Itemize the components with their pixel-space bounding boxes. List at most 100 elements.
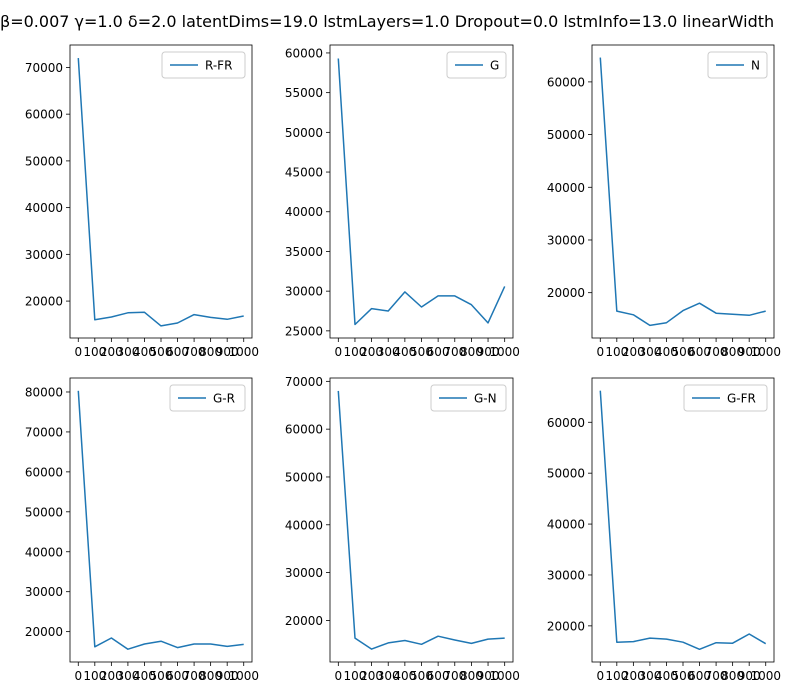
x-tick-label: 900 — [216, 669, 239, 683]
subplot-3: 20000 30000 40000 50000 60000 0 10020030040050… — [547, 44, 781, 359]
x-tick-label: 0 — [334, 345, 342, 359]
x-tick-label: 600 — [688, 345, 711, 359]
series-line-g — [337, 58, 506, 326]
legend-box — [169, 384, 246, 412]
x-tick-label: 800 — [460, 345, 483, 359]
y-tick-label: 40000 — [547, 518, 585, 532]
x-tick-label: 300 — [116, 345, 139, 359]
y-tick-label: 50000 — [285, 126, 323, 140]
x-tick-label: 600 — [427, 345, 450, 359]
x-tick-label: 400 — [655, 669, 678, 683]
x-tick-label: 600 — [427, 669, 450, 683]
y-tick-label: 50000 — [285, 470, 323, 484]
x-tick-label: 1000 — [750, 669, 781, 683]
legend-label: G-N — [474, 392, 497, 406]
subplot-5: 20000 30000 40000 50000 60000 70000 0 100200300… — [285, 375, 520, 683]
y-tick-label: 40000 — [25, 545, 63, 559]
x-tick-label: 100 — [605, 345, 628, 359]
y-tick-label: 20000 — [285, 614, 323, 628]
y-tick-label: 50000 — [25, 505, 63, 519]
subplot-6: 20000 30000 40000 50000 60000 0 10020030040050… — [547, 377, 781, 683]
y-tick-label: 40000 — [547, 181, 585, 195]
y-tick-label: 60000 — [547, 75, 585, 89]
y-tick-label: 60000 — [25, 108, 63, 122]
y-tick-label: 50000 — [547, 128, 585, 142]
x-tick-label: 200 — [100, 345, 123, 359]
x-tick-label: 500 — [672, 345, 695, 359]
y-tick-label: 30000 — [547, 233, 585, 247]
x-tick-label: 500 — [410, 345, 433, 359]
x-tick-label: 100 — [344, 669, 367, 683]
legend-box — [161, 51, 246, 79]
y-tick-label: 20000 — [25, 625, 63, 639]
y-tick-label: 80000 — [25, 385, 63, 399]
legend: G-N — [430, 384, 507, 412]
x-tick-label: 700 — [183, 345, 206, 359]
y-tick-label: 40000 — [285, 518, 323, 532]
x-tick-label: 900 — [477, 669, 500, 683]
legend-label: N — [751, 59, 760, 73]
x-tick-label: 300 — [638, 345, 661, 359]
x-tick-label: 200 — [622, 669, 645, 683]
axes-frame — [69, 377, 253, 663]
y-tick-label: 50000 — [25, 154, 63, 168]
y-tick-label: 60000 — [25, 465, 63, 479]
subplot-2: 25000 30000 35000 40000 45000 50000 55000 60000… — [285, 44, 520, 359]
x-tick-label: 500 — [150, 669, 173, 683]
y-tick-label: 60000 — [547, 416, 585, 430]
x-tick-label: 700 — [705, 669, 728, 683]
legend-box — [430, 384, 507, 412]
x-tick-label: 1000 — [489, 345, 520, 359]
x-tick-label: 1000 — [228, 345, 259, 359]
x-tick-label: 1000 — [489, 669, 520, 683]
y-tick-label: 20000 — [25, 295, 63, 309]
legend-label: G-R — [213, 392, 235, 406]
series-line-g-fr — [599, 390, 767, 651]
y-tick-label: 30000 — [285, 566, 323, 580]
x-tick-label: 700 — [705, 345, 728, 359]
axes-frame — [591, 44, 775, 339]
axes-frame — [329, 44, 514, 339]
x-tick-label: 700 — [443, 345, 466, 359]
axes-frame — [591, 377, 775, 663]
x-tick-label: 500 — [410, 669, 433, 683]
x-tick-label: 800 — [721, 345, 744, 359]
x-tick-label: 900 — [216, 345, 239, 359]
y-tick-label: 45000 — [285, 166, 323, 180]
x-tick-label: 900 — [738, 669, 761, 683]
x-tick-label: 400 — [393, 345, 416, 359]
x-tick-label: 900 — [738, 345, 761, 359]
legend: R-FR — [161, 51, 246, 79]
series-line-g-n — [337, 390, 505, 650]
x-tick-label: 400 — [393, 669, 416, 683]
y-tick-label: 35000 — [285, 245, 323, 259]
x-tick-label: 500 — [150, 345, 173, 359]
y-tick-label: 50000 — [547, 467, 585, 481]
y-tick-label: 40000 — [285, 205, 323, 219]
x-tick-label: 500 — [672, 669, 695, 683]
legend-label: R-FR — [205, 59, 232, 73]
legend: G-FR — [683, 384, 768, 412]
y-tick-label: 70000 — [25, 425, 63, 439]
x-tick-label: 100 — [83, 345, 106, 359]
x-tick-label: 300 — [638, 669, 661, 683]
axes-frame — [69, 44, 253, 339]
x-tick-label: 400 — [655, 345, 678, 359]
x-tick-label: 1000 — [750, 345, 781, 359]
x-tick-label: 800 — [199, 345, 222, 359]
x-tick-label: 0 — [74, 345, 82, 359]
x-tick-label: 1000 — [228, 669, 259, 683]
x-tick-label: 200 — [360, 345, 383, 359]
x-tick-label: 0 — [596, 345, 604, 359]
x-tick-label: 200 — [100, 669, 123, 683]
y-tick-label: 20000 — [547, 619, 585, 633]
x-tick-label: 200 — [360, 669, 383, 683]
x-tick-label: 600 — [166, 345, 189, 359]
x-tick-label: 100 — [83, 669, 106, 683]
y-tick-label: 70000 — [285, 375, 323, 389]
x-tick-label: 400 — [133, 669, 156, 683]
x-tick-label: 700 — [183, 669, 206, 683]
x-tick-label: 300 — [377, 669, 400, 683]
x-tick-label: 400 — [133, 345, 156, 359]
